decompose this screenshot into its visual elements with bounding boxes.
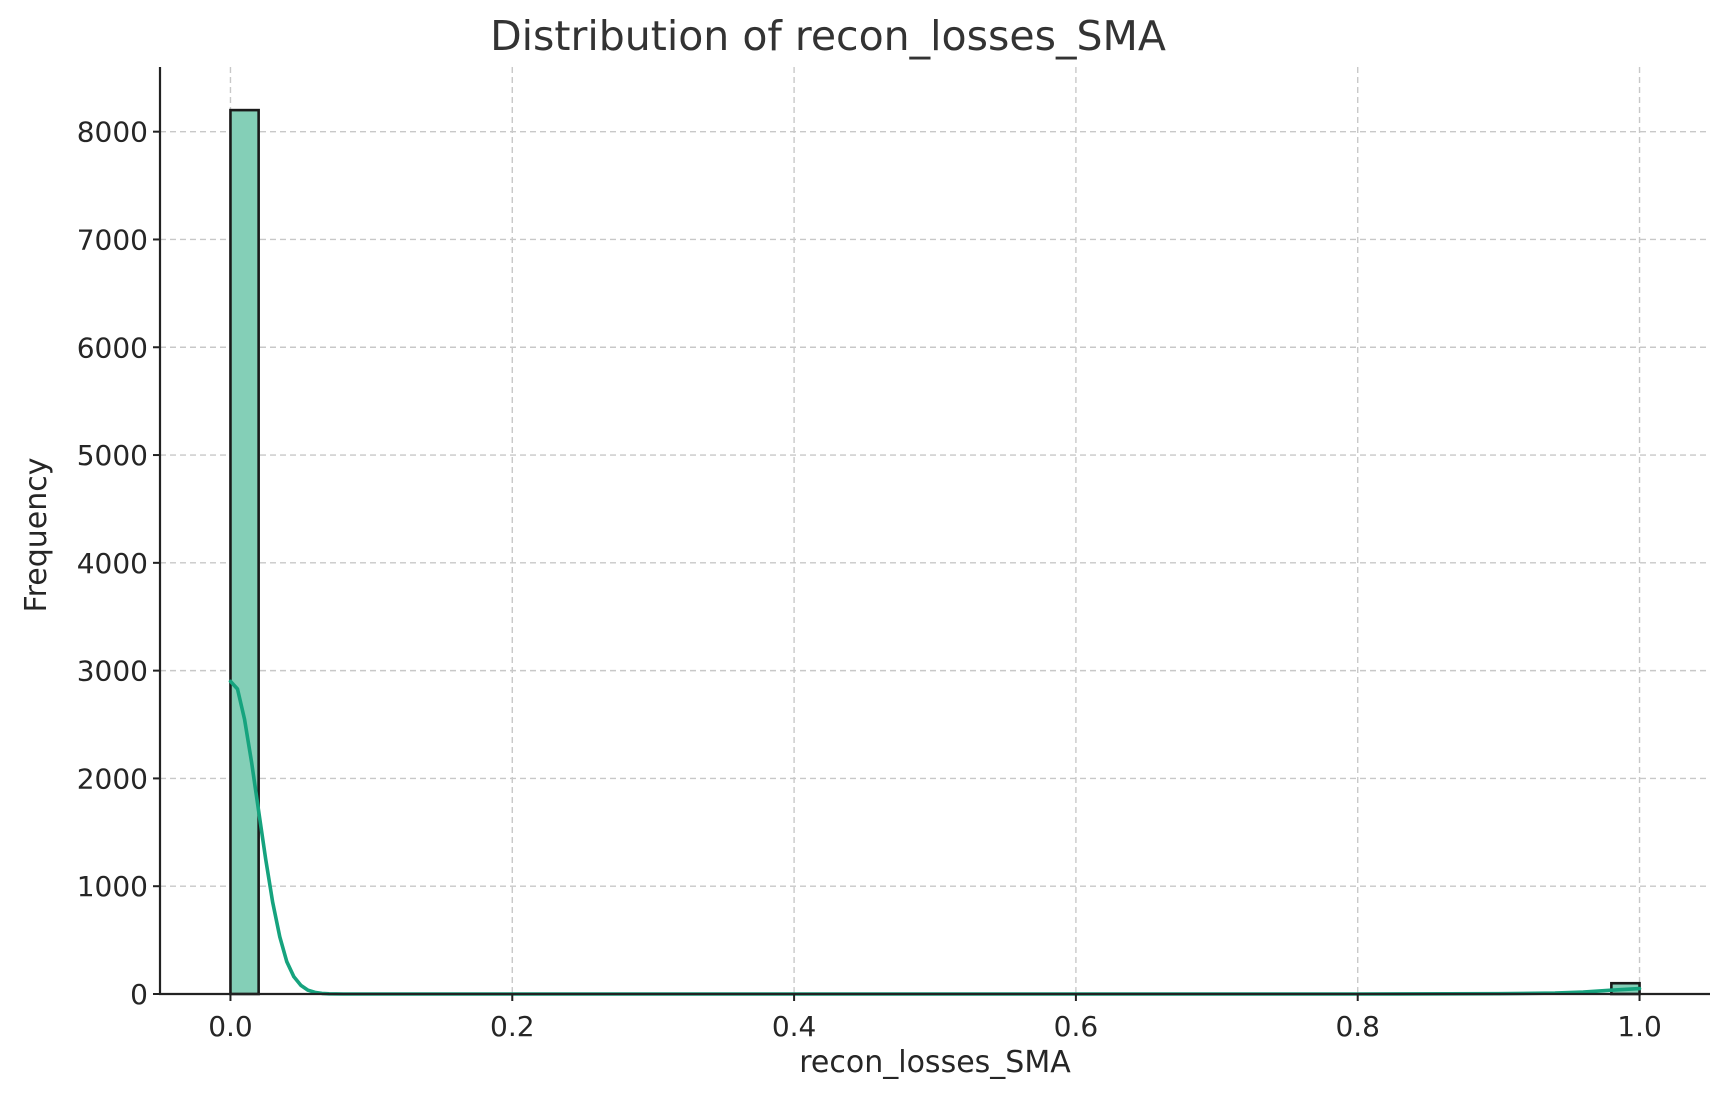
y-tick-label: 4000 — [77, 547, 148, 580]
kde-curve — [228, 679, 1642, 996]
y-tick-label: 5000 — [77, 439, 148, 472]
y-tick-label: 1000 — [77, 870, 148, 903]
y-tick-label: 6000 — [77, 331, 148, 364]
x-tick-label: 0.0 — [208, 1010, 253, 1043]
chart-title: Distribution of recon_losses_SMA — [490, 12, 1166, 60]
x-tick-label: 0.8 — [1335, 1010, 1380, 1043]
histogram-bars — [229, 108, 1641, 996]
x-tick-label: 0.2 — [490, 1010, 535, 1043]
y-tick-label: 0 — [130, 978, 148, 1011]
y-tick-label: 8000 — [77, 116, 148, 149]
x-axis-label: recon_losses_SMA — [799, 1045, 1071, 1080]
x-tick-label: 0.4 — [772, 1010, 817, 1043]
grid — [160, 67, 1710, 994]
y-tick-label: 7000 — [77, 223, 148, 256]
histogram-bar — [229, 108, 260, 996]
y-tick-label: 2000 — [77, 762, 148, 795]
x-tick-label: 0.6 — [1054, 1010, 1099, 1043]
kde-curve-group — [228, 679, 1642, 996]
y-axis-ticks: 0 1000 2000 3000 4000 5000 6000 7000 8000 — [77, 116, 160, 1011]
y-axis-label: Frequency — [19, 458, 54, 613]
y-tick-label: 3000 — [77, 655, 148, 688]
x-axis-ticks: 0.0 0.2 0.4 0.6 0.8 1.0 — [208, 994, 1662, 1043]
x-tick-label: 1.0 — [1617, 1010, 1662, 1043]
